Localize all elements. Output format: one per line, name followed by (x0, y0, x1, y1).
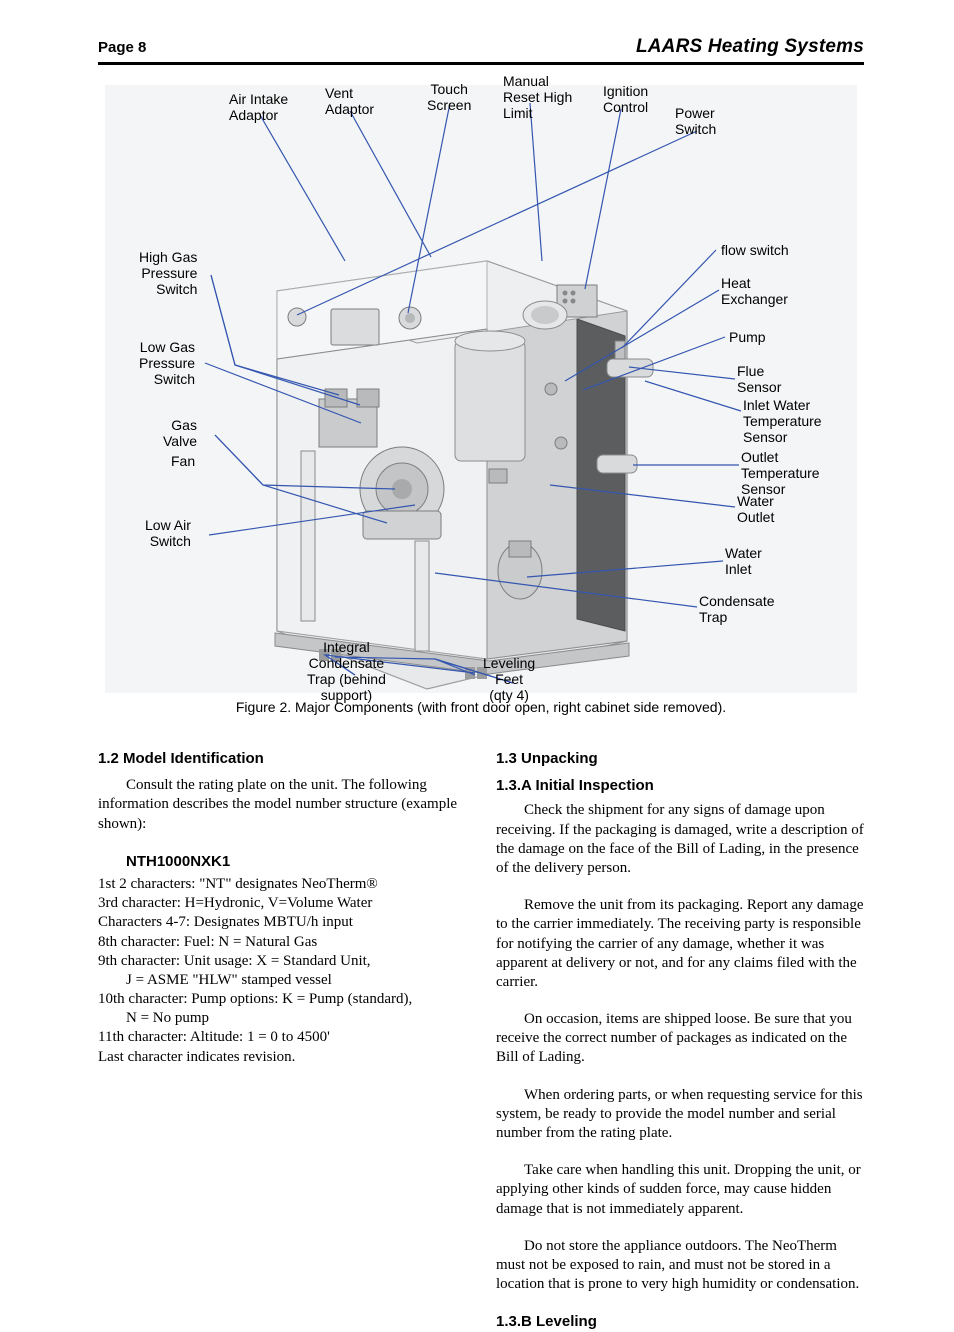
label-outlet-temp: OutletTemperatureSensor (741, 449, 820, 497)
label-heat-ex: HeatExchanger (721, 275, 788, 307)
label-fan: Fan (171, 453, 195, 469)
header-divider (98, 62, 864, 65)
s13-p4: When ordering parts, or when requesting … (496, 1086, 864, 1144)
label-high-limit: ManualReset HighLimit (503, 73, 572, 121)
label-low-air: Low AirSwitch (145, 517, 191, 549)
label-internal-trap: IntegralCondensateTrap (behindsupport) (307, 639, 386, 703)
right-column: 1.3 Unpacking 1.3.A Initial Inspection C… (496, 749, 864, 1332)
page-number: Page 8 (98, 39, 146, 56)
label-vent: VentAdaptor (325, 85, 374, 117)
mi-1: 3rd character: H=Hydronic, V=Volume Wate… (98, 894, 466, 913)
label-water-inlet: WaterInlet (725, 545, 762, 577)
label-high-gas: High GasPressureSwitch (139, 249, 197, 297)
mi-8: 11th character: Altitude: 1 = 0 to 4500' (98, 1028, 466, 1047)
mi-0: 1st 2 characters: "NT" designates NeoThe… (98, 875, 466, 894)
figure-2: Air IntakeAdaptor VentAdaptor TouchScree… (105, 85, 857, 693)
s12-p1: Consult the rating plate on the unit. Th… (98, 776, 466, 834)
mi-7: N = No pump (98, 1009, 466, 1028)
subheading-1-3a: 1.3.A Initial Inspection (496, 776, 864, 795)
label-gas-valve: GasValve (163, 417, 197, 449)
label-flue: FlueSensor (737, 363, 781, 395)
label-inlet-temp: Inlet WaterTemperatureSensor (743, 397, 822, 445)
label-low-gas: Low GasPressureSwitch (139, 339, 195, 387)
brand-title: LAARS Heating Systems (636, 36, 864, 58)
mi-6: 10th character: Pump options: K = Pump (… (98, 990, 466, 1009)
mi-3: 8th character: Fuel: N = Natural Gas (98, 933, 466, 952)
mi-5: J = ASME "HLW" stamped vessel (98, 971, 466, 990)
label-flow-switch: flow switch (721, 242, 789, 258)
label-pump: Pump (729, 329, 766, 345)
subheading-1-3b: 1.3.B Leveling (496, 1312, 864, 1331)
s13-p2: Remove the unit from its packaging. Repo… (496, 896, 864, 992)
model-code: NTH1000NXK1 (98, 852, 466, 871)
s13-p3: On occasion, items are shipped loose. Be… (496, 1010, 864, 1068)
label-feet: LevelingFeet(qty 4) (483, 655, 535, 703)
label-power: PowerSwitch (675, 105, 716, 137)
heading-1-3: 1.3 Unpacking (496, 749, 864, 768)
label-air-intake: Air IntakeAdaptor (229, 91, 288, 123)
label-touch: TouchScreen (427, 81, 471, 113)
s13-p6: Do not store the appliance outdoors. The… (496, 1237, 864, 1295)
label-ignition: IgnitionControl (603, 83, 648, 115)
mi-9: Last character indicates revision. (98, 1048, 466, 1067)
s13-p5: Take care when handling this unit. Dropp… (496, 1161, 864, 1219)
mi-2: Characters 4-7: Designates MBTU/h input (98, 913, 466, 932)
label-water-outlet: WaterOutlet (737, 493, 774, 525)
s13-p1: Check the shipment for any signs of dama… (496, 801, 864, 878)
label-trap: CondensateTrap (699, 593, 775, 625)
left-column: 1.2 Model Identification Consult the rat… (98, 749, 466, 1332)
figure-caption: Figure 2. Major Components (with front d… (98, 699, 864, 715)
mi-4: 9th character: Unit usage: X = Standard … (98, 952, 466, 971)
heading-1-2: 1.2 Model Identification (98, 749, 466, 768)
